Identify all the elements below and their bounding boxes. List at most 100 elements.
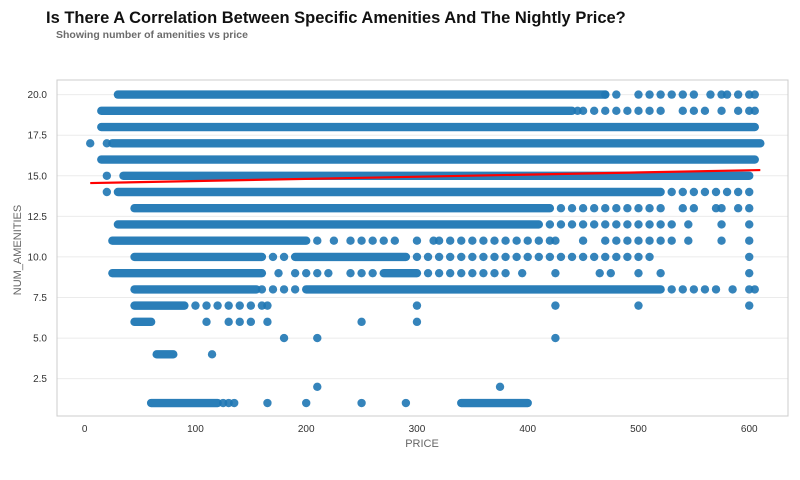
data-point [490, 236, 499, 245]
x-tick-label: 300 [409, 424, 426, 435]
data-point [656, 106, 665, 116]
data-point [501, 268, 510, 278]
data-point [595, 268, 604, 278]
data-point [556, 204, 566, 213]
data-point [346, 268, 355, 278]
x-tick-label: 0 [82, 424, 88, 435]
data-point [667, 187, 676, 197]
data-point [302, 398, 311, 408]
data-point [589, 252, 599, 262]
data-point [412, 301, 422, 310]
data-point [246, 317, 256, 327]
data-point [684, 236, 693, 245]
data-point [634, 252, 643, 262]
data-point [722, 90, 732, 99]
data-point [534, 252, 543, 262]
data-point [457, 252, 466, 262]
data-point [711, 187, 721, 197]
data-point [745, 236, 754, 245]
data-point [457, 268, 466, 278]
data-point [623, 252, 632, 262]
data-point [202, 317, 211, 327]
data-point [468, 268, 477, 278]
data-point [700, 187, 710, 197]
data-point [689, 187, 699, 197]
data-point [235, 301, 244, 310]
x-tick-label: 200 [298, 424, 315, 435]
data-point [279, 285, 289, 294]
data-point [700, 106, 710, 116]
data-point [578, 252, 588, 262]
data-point [257, 285, 267, 294]
data-point [545, 252, 555, 262]
data-point [667, 236, 676, 245]
data-point [578, 220, 588, 229]
data-point [313, 268, 322, 278]
data-point [589, 106, 599, 116]
data-point [745, 204, 754, 213]
data-point [645, 204, 654, 213]
x-tick-label: 500 [630, 424, 647, 435]
data-point [191, 301, 200, 310]
y-tick-label: 12.5 [28, 212, 48, 223]
data-point [102, 171, 112, 180]
data-point [102, 187, 112, 197]
data-point [512, 252, 521, 262]
data-point [717, 220, 726, 229]
data-point [678, 204, 687, 213]
data-point [86, 139, 95, 148]
data-point [722, 187, 732, 197]
data-point [601, 220, 610, 229]
data-point [750, 285, 759, 294]
data-point [551, 236, 560, 245]
data-point [235, 317, 244, 327]
data-point [224, 317, 233, 327]
data-point [745, 252, 754, 262]
data-point [645, 90, 654, 99]
data-point [268, 285, 278, 294]
data-point [302, 268, 311, 278]
data-point [567, 220, 577, 229]
data-point [357, 236, 366, 245]
data-point [445, 252, 455, 262]
data-point [678, 106, 687, 116]
data-point [556, 220, 566, 229]
data-point [490, 252, 499, 262]
y-tick-label: 5.0 [33, 334, 47, 345]
data-point [623, 236, 632, 245]
data-point [501, 252, 510, 262]
data-point [313, 382, 322, 391]
data-point [589, 220, 599, 229]
data-point [689, 106, 699, 116]
data-point [612, 220, 621, 229]
data-point [745, 220, 754, 229]
data-points [86, 90, 765, 408]
data-point [401, 398, 411, 408]
data-point [545, 220, 555, 229]
y-tick-label: 7.5 [33, 293, 47, 304]
data-point [379, 236, 388, 245]
data-point [457, 236, 466, 245]
data-point [434, 252, 444, 262]
data-point [346, 236, 355, 245]
data-point [224, 301, 233, 310]
data-point [551, 268, 560, 278]
data-point [717, 106, 726, 116]
regression-line [90, 168, 761, 185]
data-point [623, 106, 632, 116]
y-axis-label: NUM_AMENITIES [12, 205, 24, 295]
y-tick-label: 2.5 [33, 374, 47, 385]
data-point [263, 301, 272, 310]
data-point [667, 90, 676, 99]
data-point [578, 106, 588, 116]
data-point [512, 236, 521, 245]
data-point [601, 90, 610, 99]
data-point [445, 268, 455, 278]
chart-subtitle: Showing number of amenities vs price [56, 29, 248, 41]
data-point [501, 236, 510, 245]
data-point [689, 285, 699, 294]
data-point [689, 90, 699, 99]
data-point [368, 268, 377, 278]
data-point [706, 90, 715, 99]
y-tick-label: 17.5 [28, 131, 48, 142]
